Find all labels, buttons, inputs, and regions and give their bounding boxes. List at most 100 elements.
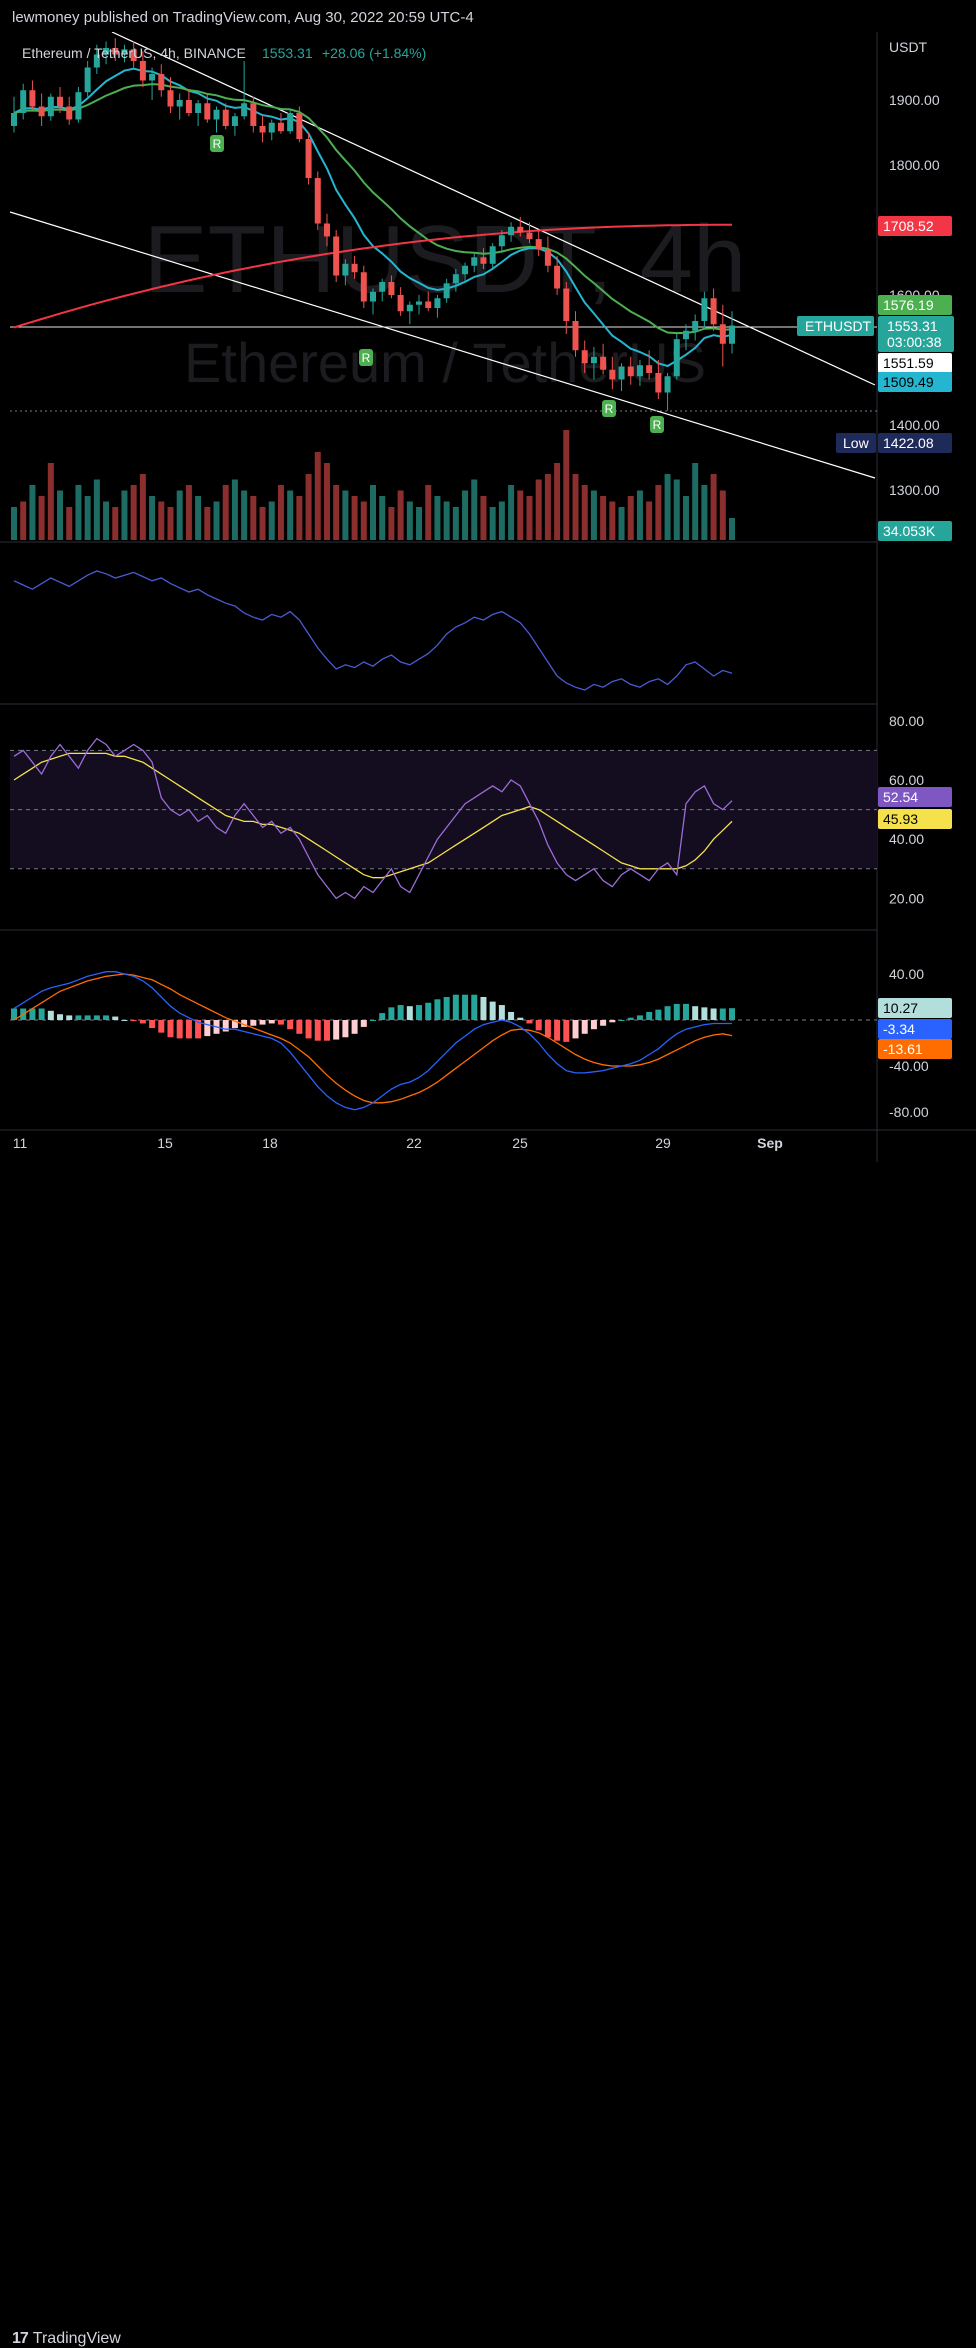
signal-marker-1: [359, 349, 373, 366]
candle-body: [452, 274, 459, 284]
volume-bar: [158, 501, 165, 540]
volume-bar: [443, 501, 450, 540]
volume-bar: [277, 485, 284, 540]
candle-body: [66, 106, 73, 120]
low-tag-text: Low: [843, 435, 870, 451]
volume-bar: [425, 485, 432, 540]
macd-histogram-bar: [434, 999, 441, 1020]
macd-histogram-bar: [627, 1017, 634, 1020]
macd-histogram-bar: [729, 1008, 735, 1020]
macd-signal-line: [13, 973, 733, 1104]
volume-bar: [544, 474, 551, 540]
candle-body: [609, 369, 616, 380]
ema-fast-label: [878, 372, 952, 392]
macd-histogram-bar: [443, 997, 450, 1020]
symbol-legend[interactable]: Ethereum / TetherUS, 4h, BINANCE 1553.31…: [22, 45, 426, 61]
upper-trendline: [111, 31, 876, 386]
macd-histogram-bar: [84, 1015, 91, 1020]
obv-line: [13, 570, 733, 691]
volume-bar: [167, 507, 174, 540]
volume-bar: [452, 507, 459, 540]
ema-fast-label-text: 1509.49: [883, 374, 934, 390]
candle-body: [149, 74, 156, 81]
time-tick: 29: [655, 1135, 671, 1151]
candle-body: [204, 103, 211, 120]
signal-marker-2: [602, 400, 616, 417]
macd-histogram-bar: [508, 1011, 515, 1020]
volume-bar: [627, 496, 634, 540]
macd-histogram-bar: [103, 1015, 110, 1020]
macd-histogram-bar: [406, 1006, 413, 1020]
candle-body: [554, 265, 561, 289]
volume-bar: [379, 496, 386, 540]
candle-body: [425, 301, 432, 308]
ema-slow-line: [13, 223, 732, 329]
candle-body: [526, 232, 533, 240]
tradingview-wordmark: TradingView: [32, 2330, 121, 2347]
time-tick: 22: [406, 1135, 422, 1151]
macd-histogram-bar: [167, 1020, 174, 1038]
macd-histogram-bar: [416, 1005, 423, 1020]
candle-body: [103, 48, 110, 55]
volume-bar: [195, 496, 202, 540]
watermark-name: Ethereum / TetherUS: [184, 331, 706, 394]
volume-bar: [176, 490, 183, 540]
volume-bar: [434, 496, 441, 540]
prev-close-label: [878, 353, 952, 373]
volume-bar: [406, 501, 413, 540]
volume-bar: [231, 479, 238, 540]
candle-body: [498, 235, 505, 247]
macd-histogram-bar: [462, 994, 469, 1020]
macd-tick: 40.00: [889, 966, 924, 982]
volume-bar: [563, 430, 570, 540]
macd-histogram-bar: [121, 1020, 128, 1021]
macd-histogram-bar: [38, 1008, 45, 1020]
ema-mid-label: [878, 295, 952, 315]
macd-line: [13, 971, 732, 1111]
price-tick: 1400.00: [889, 417, 940, 433]
candle-body: [112, 48, 119, 55]
macd-value-label-text: -3.34: [883, 1021, 915, 1037]
candle-body: [462, 265, 469, 275]
candle-body: [287, 113, 294, 132]
volume-bar: [296, 496, 303, 540]
volume-bar: [710, 474, 717, 540]
macd-histogram-bar: [609, 1020, 616, 1023]
candle-body: [351, 263, 358, 273]
candle-body: [29, 90, 36, 107]
candle-body: [673, 339, 680, 377]
countdown-value: 03:00:38: [887, 334, 942, 350]
candle-body: [443, 283, 450, 299]
macd-histogram-bar: [544, 1020, 551, 1038]
macd-histogram-bar: [719, 1008, 726, 1020]
last-price-value: 1553.31: [887, 318, 938, 334]
candle-body: [379, 282, 386, 292]
rsi-pane: [10, 737, 877, 900]
candle-body: [434, 298, 441, 308]
volume-bar: [351, 496, 358, 540]
signal-marker-3: [650, 416, 664, 433]
volume-bar: [314, 452, 321, 540]
time-tick: 18: [262, 1135, 278, 1151]
volume-bar: [609, 501, 616, 540]
macd-histogram-bar: [682, 1003, 689, 1020]
volume-bar: [471, 479, 478, 540]
rsi-line: [13, 737, 733, 900]
candle-body: [241, 103, 248, 117]
candle-body: [185, 100, 192, 113]
macd-histogram-bar: [29, 1008, 36, 1020]
symbol-title: Ethereum / TetherUS, 4h, BINANCE: [22, 45, 246, 61]
candle-body: [305, 139, 312, 178]
volume-bar: [480, 496, 487, 540]
time-tick: 25: [512, 1135, 528, 1151]
candle-body: [323, 223, 330, 237]
macd-histogram-bar: [259, 1020, 266, 1025]
volume-bar: [222, 485, 229, 540]
macd-histogram-bar: [397, 1005, 404, 1020]
tradingview-logo[interactable]: 17 TradingView: [12, 2330, 121, 2348]
ema-mid-label-text: 1576.19: [883, 297, 934, 313]
volume-bar: [701, 485, 708, 540]
volume-bar: [397, 490, 404, 540]
